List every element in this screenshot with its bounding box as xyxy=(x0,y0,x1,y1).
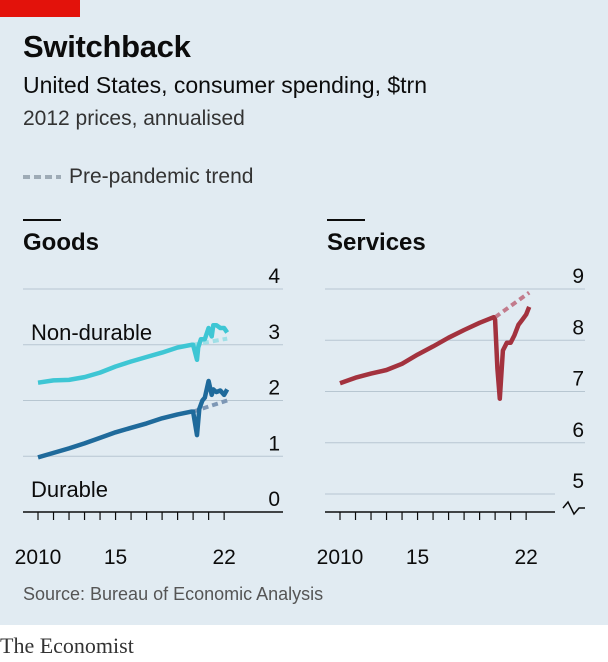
services-services-line xyxy=(339,306,532,401)
goods-y-tick-label: 0 xyxy=(268,488,280,511)
goods-x-tick-label: 15 xyxy=(104,546,127,569)
services-y-tick-label: 5 xyxy=(572,470,584,493)
brand-logo: The Economist xyxy=(0,633,134,658)
services-x-tick-label: 2010 xyxy=(317,546,364,569)
goods-y-tick-label: 1 xyxy=(268,432,280,455)
services-panel-title: Services xyxy=(327,229,426,256)
services-panel-rule xyxy=(327,219,365,221)
goods-durable-line xyxy=(37,378,230,460)
chart-subtitle: United States, consumer spending, $trn xyxy=(23,72,428,98)
services-x-tick-label: 22 xyxy=(514,546,537,569)
chart-card: Switchback United States, consumer spend… xyxy=(0,0,608,625)
goods-y-tick-label: 4 xyxy=(268,265,280,288)
goods-non-durable-line xyxy=(37,322,230,385)
series-annotation: Durable xyxy=(31,477,108,502)
services-y-tick-label: 6 xyxy=(572,419,584,442)
goods-x-tick-label: 2010 xyxy=(15,546,62,569)
goods-panel-rule xyxy=(23,219,61,221)
axis-break-icon xyxy=(562,500,585,516)
services-x-tick-label: 15 xyxy=(406,546,429,569)
legend-label: Pre-pandemic trend xyxy=(69,165,254,188)
charts-svg: 0 1 2 3 4 2010 15 22 Non-durable Durable 5 6 7 8 9 2010… xyxy=(15,265,585,569)
series-annotation: Non-durable xyxy=(31,320,152,345)
legend-dashed-swatch-icon xyxy=(23,175,61,179)
legend: Pre-pandemic trend xyxy=(23,165,253,189)
goods-panel-title: Goods xyxy=(23,229,99,256)
goods-x-tick-label: 22 xyxy=(212,546,235,569)
brand-red-tag xyxy=(0,0,80,17)
chart-title: Switchback xyxy=(23,29,191,64)
services-y-tick-label: 8 xyxy=(572,316,584,339)
services-y-tick-label: 9 xyxy=(572,265,584,288)
source-note: Source: Bureau of Economic Analysis xyxy=(23,584,324,604)
goods-y-tick-label: 2 xyxy=(268,377,280,400)
goods-y-tick-label: 3 xyxy=(268,321,280,344)
services-y-tick-label: 7 xyxy=(572,368,584,391)
units-note: 2012 prices, annualised xyxy=(23,107,245,130)
services-trend-line xyxy=(493,290,531,319)
